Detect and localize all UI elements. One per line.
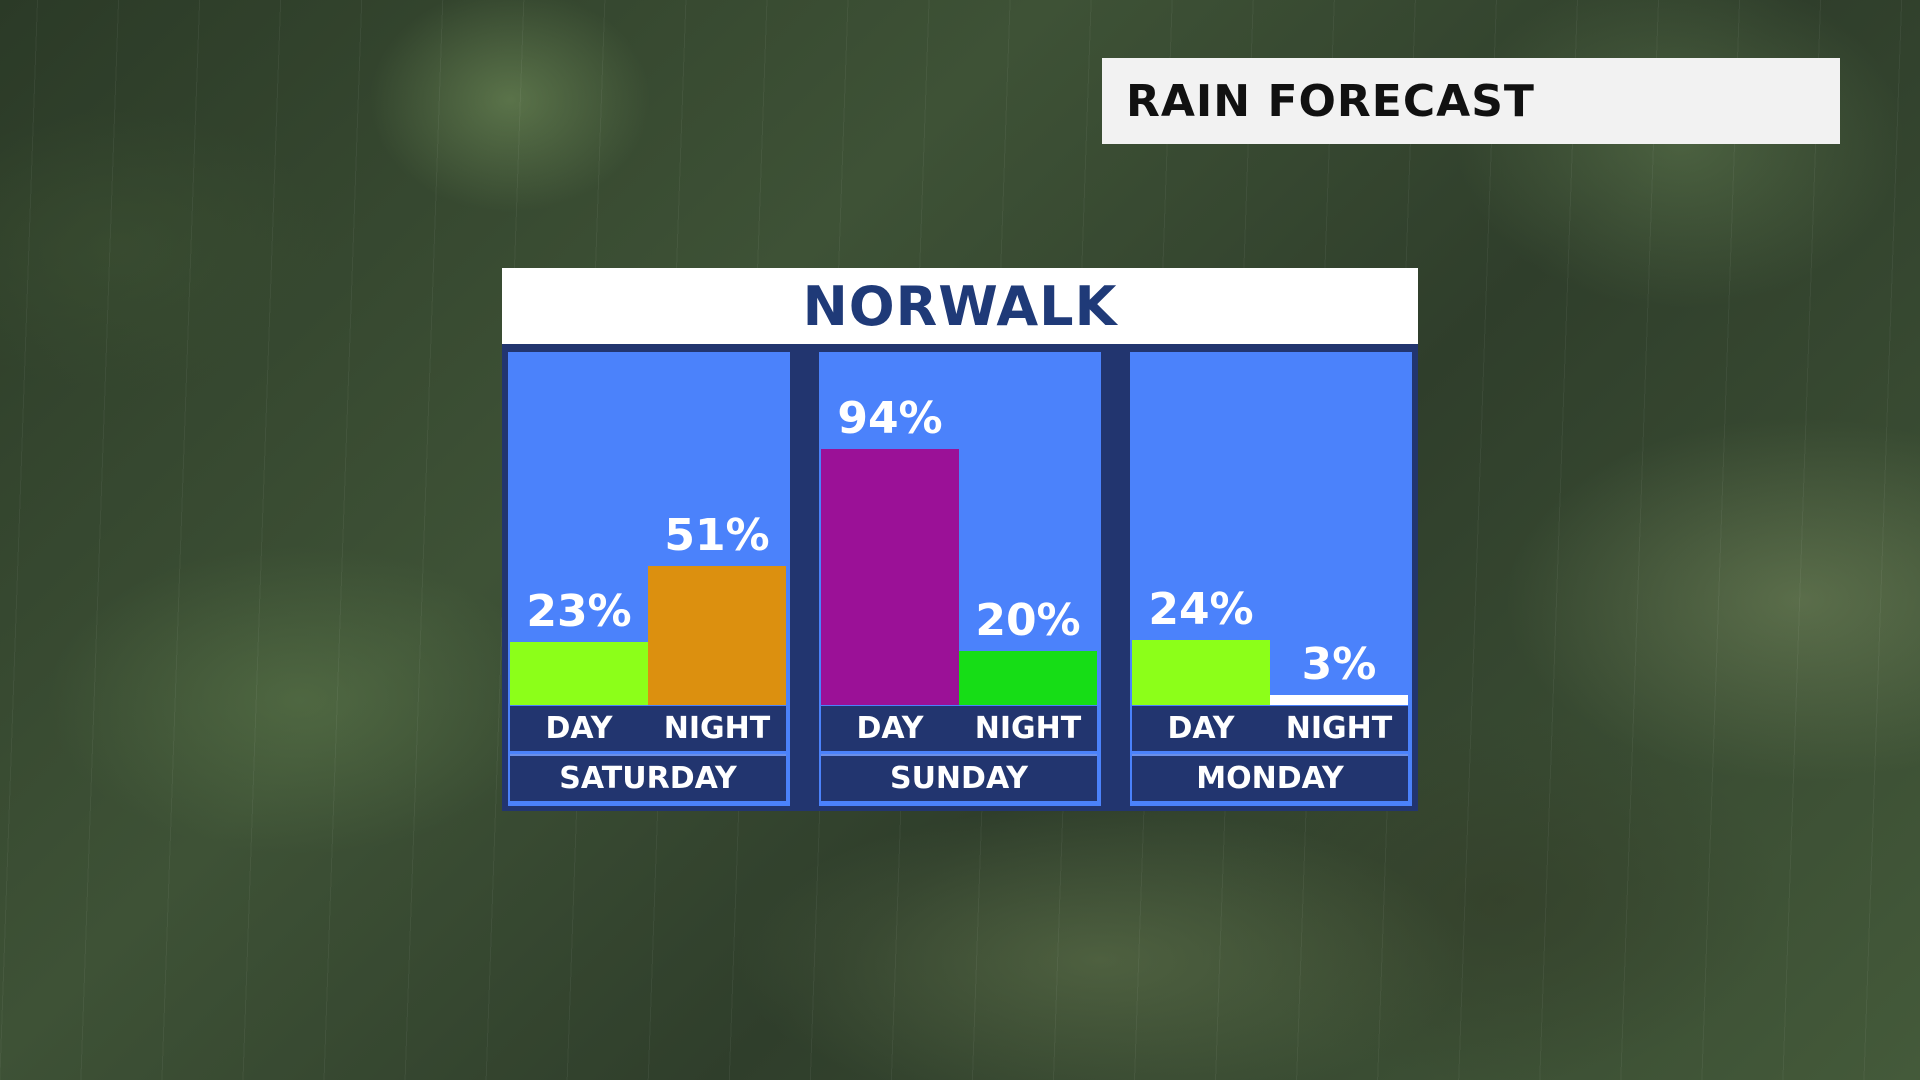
bar-plot-area: 94% 20%	[821, 352, 1097, 705]
bar-plot-area: 24% 3%	[1132, 352, 1408, 705]
bar-monday-day	[1132, 639, 1270, 705]
period-label-day: DAY	[856, 711, 924, 746]
value-label-monday-night: 3%	[1301, 639, 1377, 690]
bar-monday-night	[1270, 695, 1408, 705]
period-label-day: DAY	[545, 711, 613, 746]
day-label-sunday: SUNDAY	[821, 754, 1097, 801]
value-label-saturday-night: 51%	[664, 510, 770, 562]
bar-saturday-day	[510, 642, 648, 705]
value-label-saturday-day: 23%	[526, 586, 632, 638]
bar-saturday-night	[648, 566, 786, 705]
value-label-sunday-day: 94%	[837, 393, 943, 445]
day-column-saturday: 23% 51% DAY NIGHT SATURDAY	[508, 352, 790, 806]
day-column-monday: 24% 3% DAY NIGHT MONDAY	[1130, 352, 1412, 806]
city-name: NORWALK	[802, 274, 1118, 338]
day-column-sunday: 94% 20% DAY NIGHT SUNDAY	[819, 352, 1101, 806]
title-banner: RAIN FORECAST	[1102, 58, 1840, 144]
period-labels: DAY NIGHT	[1132, 706, 1408, 751]
period-label-night: NIGHT	[974, 711, 1082, 746]
city-header: NORWALK	[502, 268, 1418, 344]
page-title: RAIN FORECAST	[1126, 75, 1535, 127]
period-labels: DAY NIGHT	[821, 706, 1097, 751]
period-label-day: DAY	[1167, 711, 1235, 746]
value-label-sunday-night: 20%	[975, 594, 1081, 646]
period-label-night: NIGHT	[1285, 711, 1393, 746]
period-labels: DAY NIGHT	[510, 706, 786, 751]
forecast-panel: NORWALK 23% 51% DAY NIGHT SATURDAY 94% 2…	[502, 268, 1418, 811]
value-label-monday-day: 24%	[1148, 583, 1254, 635]
day-label-monday: MONDAY	[1132, 754, 1408, 801]
day-label-saturday: SATURDAY	[510, 754, 786, 801]
period-label-night: NIGHT	[663, 711, 771, 746]
bar-sunday-night	[959, 650, 1097, 705]
bar-sunday-day	[821, 449, 959, 705]
bar-plot-area: 23% 51%	[510, 352, 786, 705]
